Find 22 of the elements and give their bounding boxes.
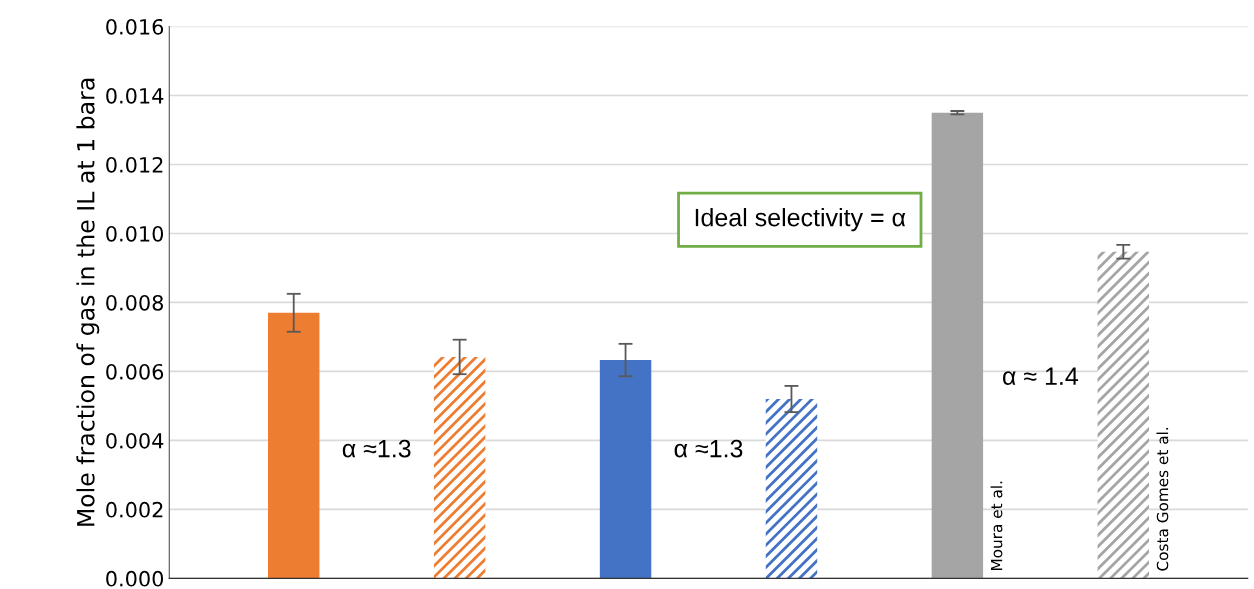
annotation: α ≈1.3 (342, 439, 411, 458)
y-tick-label: 0.004 (106, 432, 164, 449)
y-tick-label: 0.008 (106, 294, 163, 311)
bar (765, 399, 818, 579)
annotation: Ideal selectivity = α (695, 208, 906, 232)
y-tick-label: 0.010 (106, 225, 164, 242)
bar (433, 356, 486, 579)
bar (931, 112, 984, 579)
annotation: α ≈1.3 (674, 439, 743, 458)
annotation: α ≈ 1.4 (1002, 367, 1079, 386)
y-tick-label: 0.000 (106, 570, 164, 587)
y-tick-label: 0.002 (106, 501, 163, 518)
y-tick-label: 0.014 (106, 87, 164, 104)
y-axis-title: Mole fraction of gas in the IL at 1 bara (76, 78, 100, 526)
y-tick-label: 0.012 (106, 156, 163, 173)
bar (1097, 251, 1150, 579)
bar (268, 312, 320, 579)
annotation: Costa Gomes et al. (1156, 427, 1169, 571)
bar (599, 360, 652, 579)
y-tick-label: 0.006 (106, 363, 164, 380)
y-tick-label: 0.016 (106, 18, 164, 35)
annotation: Moura et al. (990, 481, 1003, 570)
